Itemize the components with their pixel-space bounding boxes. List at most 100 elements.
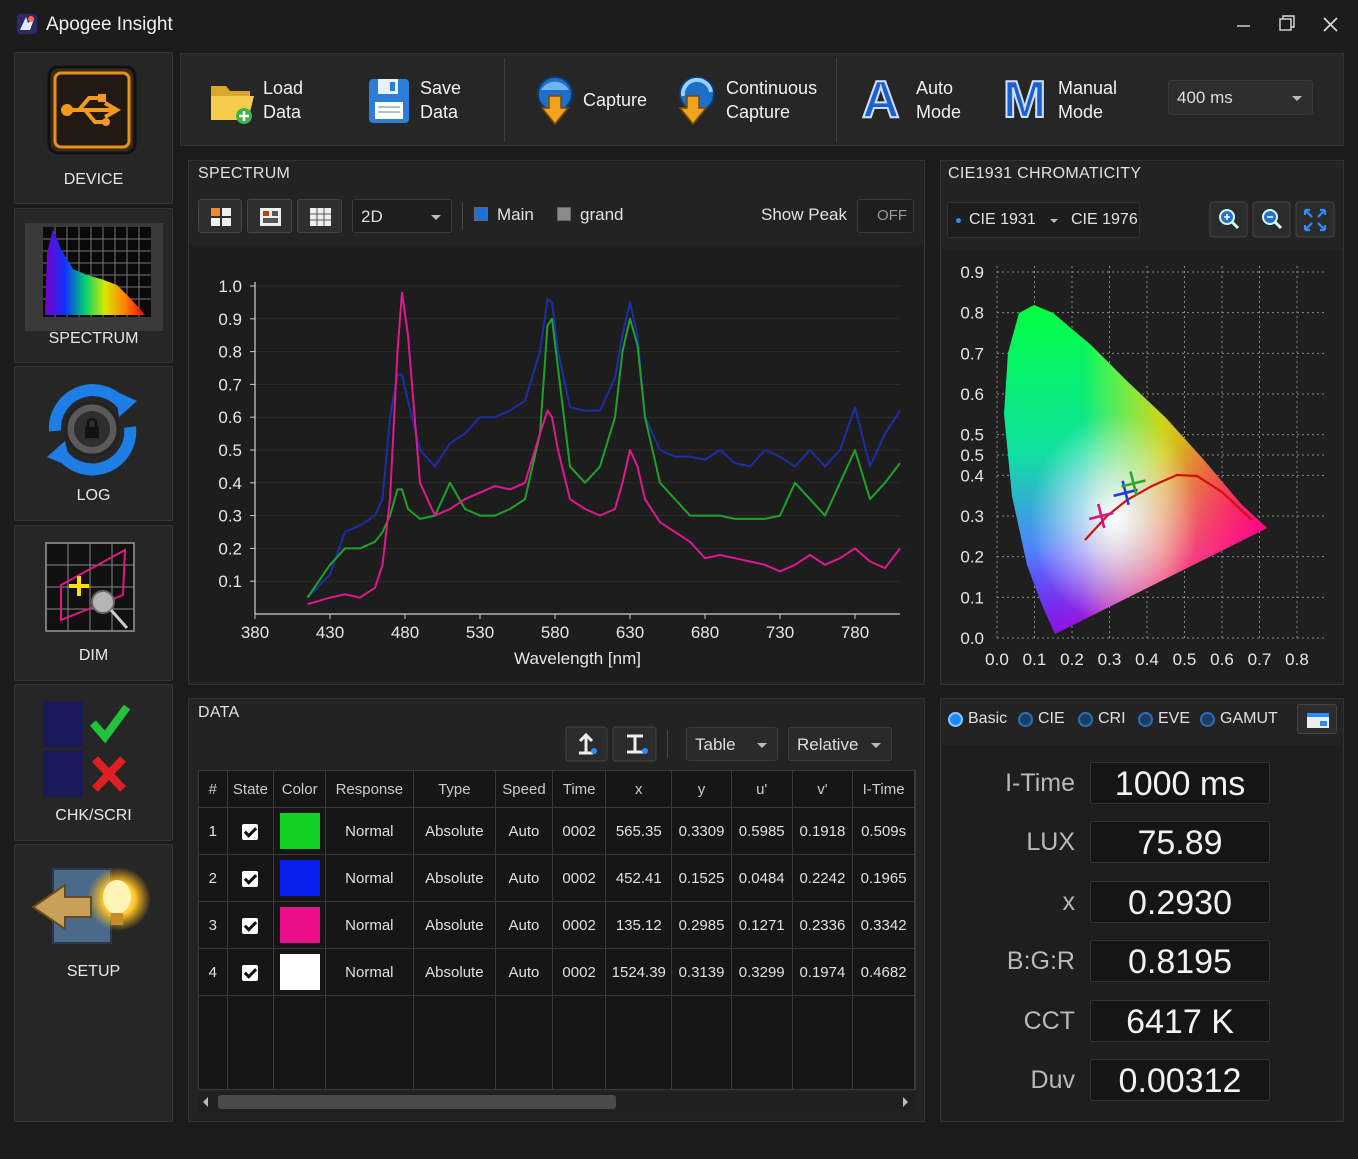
button-label: Manual Mode <box>1058 78 1118 122</box>
sidebar-device[interactable]: DEVICE <box>14 52 173 204</box>
table-cell: 135.12 <box>605 901 673 949</box>
panel-title: CIE1931 CHROMATICITY <box>948 165 1142 182</box>
integration-time-select[interactable]: 400 ms <box>1168 80 1313 115</box>
toggle-box[interactable] <box>557 207 571 221</box>
empty-row <box>199 995 915 1089</box>
sidebar-chk-scri[interactable]: CHK/SCRI <box>14 684 173 841</box>
checkbox[interactable] <box>242 870 259 887</box>
table-row[interactable]: 3 Normal Absolute Auto 0002 135.12 0.2985 0.127… <box>199 901 915 949</box>
layout-button[interactable] <box>198 199 242 233</box>
y-tick-label: 1.0 <box>218 277 242 296</box>
empty-cell <box>273 995 327 1089</box>
metric-value: 0.00312 <box>1090 1059 1270 1101</box>
layout-icon <box>211 208 231 226</box>
save-data-button[interactable]: Save Data <box>366 74 486 130</box>
metric-label: B:G:R <box>1006 947 1075 976</box>
table-cell: Auto <box>495 807 553 855</box>
window-title: Apogee Insight <box>46 14 173 35</box>
layout-button[interactable] <box>297 199 342 233</box>
column-header: State <box>227 771 275 808</box>
table-cell: Normal <box>325 854 414 902</box>
checkbox[interactable] <box>242 917 259 934</box>
button-label: Capture <box>583 90 648 110</box>
table-cell: Normal <box>325 948 414 996</box>
button-label: Save Data <box>420 78 462 122</box>
summary-tab[interactable]: EVE <box>1138 709 1190 729</box>
cie-mode-select[interactable]: CIE 1931 CIE 1976 <box>947 202 1140 238</box>
summary-tab[interactable]: GAMUT <box>1200 709 1278 729</box>
metric-value: 75.89 <box>1090 821 1270 864</box>
metric-value: 0.8195 <box>1090 940 1270 983</box>
button-label: Auto Mode <box>916 78 962 122</box>
series-line <box>307 291 901 606</box>
view-select[interactable]: Table <box>686 727 778 761</box>
layout-button[interactable] <box>247 199 292 233</box>
capture-button[interactable]: Capture <box>533 74 663 130</box>
window-controls[interactable] <box>1230 14 1345 36</box>
chromaticity-point <box>1088 503 1114 529</box>
auto-mode-button[interactable]: A Auto Mode <box>861 70 982 130</box>
table-row[interactable]: 1 Normal Absolute Auto 0002 565.35 0.3309 0.598… <box>199 807 915 855</box>
table-cell: Normal <box>325 901 414 949</box>
separator <box>836 58 837 142</box>
panel-title: DATA <box>198 704 240 721</box>
toggle-box[interactable] <box>474 207 488 221</box>
x-tick-label: 0.5 <box>1173 650 1197 669</box>
zoom-buttons[interactable] <box>1209 201 1336 238</box>
y-tick-label: 0.2 <box>960 548 984 567</box>
sidebar-log[interactable]: LOG <box>14 366 173 521</box>
sidebar-dim[interactable]: DIM <box>14 525 173 681</box>
column-header: u' <box>731 771 793 808</box>
table-row[interactable]: 2 Normal Absolute Auto 0002 452.41 0.1525 0.048… <box>199 854 915 902</box>
continuous-capture-button[interactable]: Continuous Capture <box>673 74 833 130</box>
mode-option[interactable]: CIE 1976 <box>1071 211 1138 228</box>
manual-mode-button[interactable]: M Manual Mode <box>1002 70 1133 130</box>
empty-cell <box>792 995 854 1089</box>
import-export-buttons[interactable] <box>565 726 657 762</box>
y-tick-label: 0.7 <box>218 375 242 394</box>
summary-body <box>942 745 1342 1120</box>
series-line <box>306 317 901 599</box>
sidebar-setup[interactable]: SETUP <box>14 844 173 1122</box>
summary-tab[interactable]: CIE <box>1018 709 1065 729</box>
column-header: Color <box>273 771 327 808</box>
grid <box>255 285 900 582</box>
y-tick-label: 0.6 <box>218 408 242 427</box>
app-icon <box>17 14 37 34</box>
y-tick-label: 0.1 <box>218 572 242 591</box>
checkbox[interactable] <box>242 964 259 981</box>
spectrum-chart: 0.1 0.2 0.3 0.4 0.5 0.6 0.7 0.8 0.9 1.0 380 430 480 5… <box>190 245 923 682</box>
window-button[interactable] <box>1297 704 1337 734</box>
x-tick-label: 430 <box>316 623 344 642</box>
title-bar: Apogee Insight <box>0 0 1358 48</box>
mode-option[interactable]: CIE 1931 <box>969 211 1036 228</box>
color-swatch <box>279 907 320 943</box>
table-row[interactable]: 4 Normal Absolute Auto 0002 1524.39 0.3139 0.32… <box>199 948 915 996</box>
y-tick-label: 0.2 <box>218 539 242 558</box>
x-tick-label: 730 <box>766 623 794 642</box>
scroll-right[interactable] <box>903 1097 908 1107</box>
sidebar-label: LOG <box>76 487 111 504</box>
summary-tab[interactable]: Basic <box>948 709 1007 729</box>
horizontal-scrollbar[interactable] <box>198 1092 916 1112</box>
summary-tab[interactable]: CRI <box>1078 709 1126 729</box>
y-tick-label: 0.1 <box>960 588 984 607</box>
scroll-left[interactable] <box>203 1097 208 1107</box>
sidebar-label: DIM <box>78 647 109 664</box>
sidebar-spectrum[interactable]: SPECTRUM <box>14 208 173 363</box>
show-peak-switch[interactable]: OFF <box>857 199 914 233</box>
load-data-button[interactable]: Load Data <box>208 74 328 130</box>
x-tick-label: 630 <box>616 623 644 642</box>
table-header-row: # State Color Response Type Speed Time x y u' v' I-… <box>199 771 915 808</box>
sidebar-label: CHK/SCRI <box>55 807 132 824</box>
table-cell: 1524.39 <box>605 948 673 996</box>
empty-cell <box>671 995 732 1089</box>
scroll-thumb[interactable] <box>218 1095 616 1109</box>
checkbox[interactable] <box>242 823 259 840</box>
view-select[interactable]: 2D <box>352 199 452 233</box>
panel-title: SPECTRUM <box>198 165 291 182</box>
x-tick-label: 0.0 <box>985 650 1009 669</box>
metric-label: I-Time <box>1005 769 1075 797</box>
scale-select[interactable]: Relative <box>788 727 892 761</box>
